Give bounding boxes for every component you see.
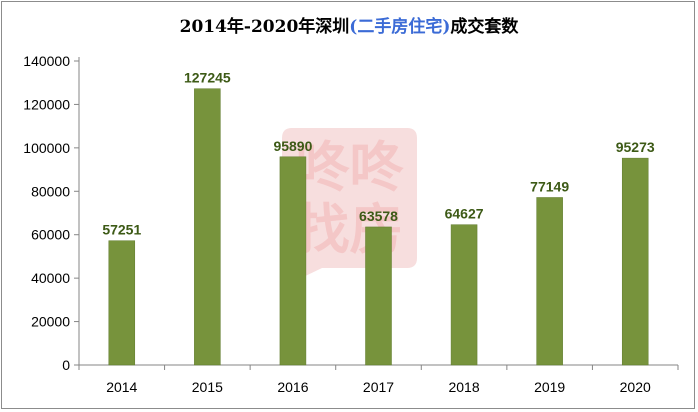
y-tick-label: 120000 (23, 96, 70, 112)
data-label: 63578 (359, 208, 398, 224)
bar (621, 157, 649, 366)
chart-title-part-1: 2014年-2020年深圳 (179, 17, 350, 37)
y-tick-label: 40000 (31, 270, 70, 286)
y-tick-label: 100000 (23, 140, 70, 156)
data-label: 64627 (445, 206, 484, 222)
x-tick-label: 2020 (620, 379, 651, 395)
data-label: 57251 (102, 222, 141, 238)
data-label: 77149 (530, 178, 569, 194)
y-tick-label: 60000 (31, 227, 70, 243)
bar-series (108, 88, 649, 366)
bar (279, 156, 307, 366)
x-tick-label: 2016 (277, 379, 308, 395)
x-tick-label: 2014 (106, 379, 137, 395)
bar (194, 88, 221, 366)
watermark-text: 咚咚 (296, 136, 405, 199)
y-tick-label: 80000 (31, 183, 70, 199)
x-tick-label: 2018 (448, 379, 479, 395)
chart-title-part-2: (二手房住宅) (349, 17, 451, 37)
bar (108, 240, 136, 366)
x-tick-label: 2019 (534, 379, 565, 395)
y-tick-label: 20000 (31, 314, 70, 330)
bar (365, 226, 392, 366)
chart-title: 2014年-2020年深圳(二手房住宅)成交套数 (0, 12, 698, 37)
chart-title-part-3: 成交套数 (450, 17, 519, 37)
y-tick-label: 140000 (23, 53, 70, 69)
x-tick-label: 2017 (363, 379, 394, 395)
data-label: 95273 (616, 139, 655, 155)
data-label: 127245 (184, 70, 231, 86)
data-labels: 57251 127245 95890 63578 64627 77149 95273 (102, 70, 655, 238)
data-label: 95890 (273, 138, 312, 154)
bar (450, 224, 478, 366)
y-tick-label: 0 (62, 357, 70, 373)
bar (536, 197, 563, 366)
chart-axes: 0 20000 40000 60000 80000 100000 120000 140000 2… (23, 53, 679, 395)
x-tick-label: 2015 (192, 379, 223, 395)
